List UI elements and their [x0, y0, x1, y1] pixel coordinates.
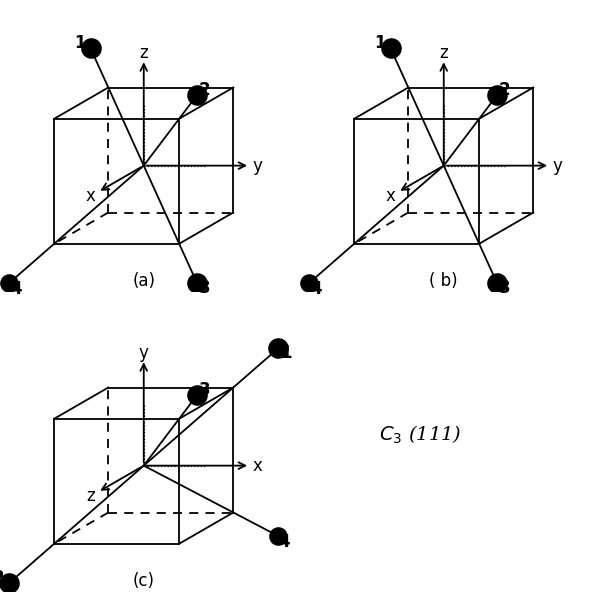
- Text: 2: 2: [199, 82, 210, 100]
- Point: [192, 391, 202, 400]
- Text: x: x: [85, 187, 95, 205]
- Text: 3: 3: [199, 279, 210, 297]
- Text: (c): (c): [133, 572, 155, 590]
- Point: [273, 531, 283, 541]
- Text: 1: 1: [74, 34, 86, 52]
- Point: [492, 278, 502, 287]
- Text: z: z: [86, 487, 95, 505]
- Text: 2: 2: [499, 82, 510, 100]
- Text: 4: 4: [310, 280, 322, 298]
- Point: [273, 344, 283, 353]
- Point: [192, 278, 202, 287]
- Text: $C_3$ (111): $C_3$ (111): [379, 424, 461, 446]
- Text: 2: 2: [0, 569, 5, 587]
- Text: y: y: [553, 157, 562, 175]
- Point: [305, 278, 314, 287]
- Text: 3: 3: [499, 279, 510, 297]
- Text: 4: 4: [10, 280, 22, 298]
- Point: [86, 44, 95, 53]
- Point: [492, 91, 502, 100]
- Point: [5, 578, 14, 587]
- Point: [386, 44, 395, 53]
- Text: y: y: [253, 157, 262, 175]
- Text: (a): (a): [132, 272, 155, 290]
- Text: x: x: [385, 187, 395, 205]
- Text: z: z: [439, 44, 448, 62]
- Text: ( b): ( b): [430, 272, 458, 290]
- Text: z: z: [139, 44, 148, 62]
- Point: [5, 278, 14, 287]
- Text: 3: 3: [199, 382, 210, 400]
- Text: x: x: [253, 457, 262, 475]
- Text: 4: 4: [278, 533, 290, 551]
- Text: y: y: [139, 344, 149, 362]
- Text: 1: 1: [374, 34, 386, 52]
- Text: 1: 1: [280, 344, 292, 362]
- Point: [192, 91, 202, 100]
